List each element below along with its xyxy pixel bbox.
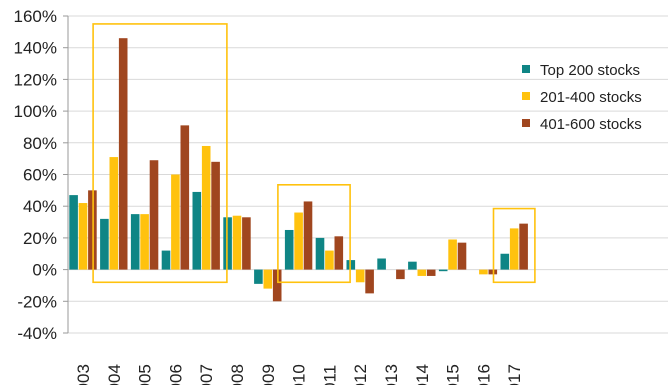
y-tick-label: 60% [23,166,57,185]
legend-label: Top 200 stocks [540,62,640,79]
bar [284,229,294,270]
bar [509,228,519,270]
legend-label: 401-600 stocks [540,116,642,133]
bar [438,269,448,272]
bar [69,195,78,270]
highlight-box [92,23,228,284]
bar [303,201,313,270]
x-tick-label: 2003 [74,364,93,385]
x-tick-label: 2012 [351,364,370,385]
x-tick-label: 2013 [382,364,401,385]
bar [365,269,374,294]
bar [161,250,171,270]
bar [457,242,467,270]
x-tick-label: 2016 [474,364,493,385]
legend: Top 200 stocks 201-400 stocks 401-600 stoc… [522,62,642,133]
y-tick-label: 40% [23,197,57,216]
bar [500,253,510,270]
bar [254,269,263,284]
bar [201,145,211,270]
bar [242,217,251,270]
bar [78,203,88,270]
bars [69,38,528,302]
bar [448,239,457,270]
highlight-box [277,184,351,284]
x-tick-label: 2014 [413,364,432,385]
bar [315,237,325,270]
bar [519,223,528,270]
bar [294,212,303,270]
bar [171,174,180,270]
bar [130,214,140,270]
legend-label: 201-400 stocks [540,89,642,106]
y-tick-label: 140% [14,39,57,58]
bar [408,261,417,270]
legend-swatch [522,92,530,100]
x-tick-label: 2011 [320,365,339,385]
x-tick-label: 2010 [290,364,309,385]
bar [180,125,190,270]
x-tick-label: 2015 [444,364,463,385]
x-tick-label: 2004 [105,364,124,385]
highlight-box [492,207,536,284]
bar [140,214,149,270]
y-tick-label: -20% [17,292,57,311]
bar [109,157,119,270]
x-tick-label: 2009 [259,364,278,385]
y-tick-label: 160% [14,7,57,26]
y-tick-label: 100% [14,102,57,121]
x-tick-label: 2007 [197,364,216,385]
y-tick-label: 120% [14,70,57,89]
x-tick-labels: 2003 2004 2005 2006 2007 2008 2009 2010 2011 2012… [74,364,524,385]
y-tick-label: 0% [32,261,57,280]
x-tick-label: 2005 [136,364,155,385]
bar [118,38,128,270]
bar [334,236,344,270]
y-tick-label: 80% [23,134,57,153]
y-tick-label: 20% [23,229,57,248]
bar [355,269,365,283]
x-tick-label: 2017 [505,364,524,385]
highlight-boxes [92,23,536,284]
bar [232,215,242,270]
legend-swatch [522,119,530,127]
bar [396,269,405,280]
bar [377,258,386,270]
legend-swatch [522,65,530,73]
bar [417,269,427,276]
bar [325,250,334,270]
bar [192,191,202,270]
bar [100,218,109,270]
bar [211,161,220,270]
y-tick-labels: -40% -20% 0% 20% 40% 60% 80% 100% 120% 140% 160% [14,7,57,343]
bar [263,269,273,289]
bar [149,160,159,270]
x-tick-label: 2008 [228,364,247,385]
bar [426,269,436,276]
x-tick-label: 2006 [166,364,185,385]
y-tick-label: -40% [17,324,57,343]
bar [479,269,488,275]
bar [272,269,282,302]
axes [63,15,69,334]
